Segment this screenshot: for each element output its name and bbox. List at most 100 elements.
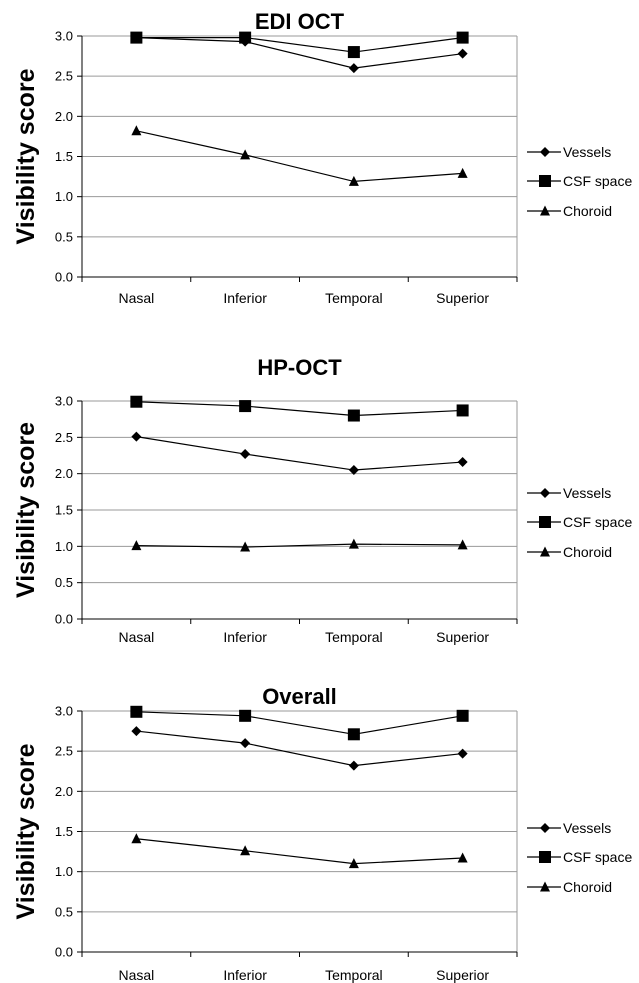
series-line (136, 436, 463, 471)
series-line (136, 37, 463, 53)
legend-marker (540, 823, 550, 833)
y-tick-label: 1.5 (55, 149, 73, 164)
series-line (136, 130, 463, 183)
data-point (348, 858, 359, 869)
y-axis-label: Visibility score (12, 743, 40, 919)
data-point (347, 46, 360, 59)
data-point (457, 167, 468, 178)
category-label: Nasal (118, 967, 154, 983)
legend-marker (539, 516, 551, 528)
legend-marker (539, 175, 551, 187)
y-tick-label: 0.0 (55, 612, 73, 627)
data-point (457, 48, 468, 59)
series-csf-space (130, 705, 469, 741)
data-point (130, 705, 143, 718)
series-line (136, 37, 463, 69)
legend-label: Vessels (563, 485, 611, 501)
legend-marker (540, 147, 550, 157)
data-point (240, 845, 251, 856)
series-choroid (131, 538, 468, 552)
series-csf-space (130, 31, 469, 59)
data-point (457, 852, 468, 863)
data-point (131, 726, 142, 737)
data-point (348, 465, 359, 476)
data-point (130, 31, 143, 44)
legend-label: Vessels (563, 820, 611, 836)
y-tick-label: 2.5 (55, 744, 73, 759)
category-label: Superior (436, 967, 489, 983)
legend-label: CSF space (563, 173, 632, 189)
series-vessels (131, 431, 468, 476)
data-point (457, 539, 468, 550)
data-point (348, 538, 359, 549)
y-tick-label: 3.0 (55, 29, 73, 44)
series-csf-space (130, 395, 469, 422)
legend-label: CSF space (563, 514, 632, 530)
chart-title: EDI OCT (255, 9, 345, 34)
series-choroid (131, 833, 468, 869)
y-tick-label: 0.5 (55, 229, 73, 244)
data-point (239, 709, 252, 722)
y-axis-label: Visibility score (12, 422, 40, 598)
data-point (347, 728, 360, 741)
category-label: Superior (436, 290, 489, 306)
y-tick-label: 2.0 (55, 466, 73, 481)
legend-marker (539, 851, 551, 863)
series-line (136, 730, 463, 767)
series-vessels (131, 32, 468, 74)
data-point (239, 31, 252, 44)
y-tick-label: 0.5 (55, 575, 73, 590)
data-point (456, 404, 469, 417)
data-point (240, 449, 251, 460)
y-tick-label: 1.5 (55, 503, 73, 518)
legend-marker (540, 881, 550, 892)
data-point (131, 833, 142, 844)
data-point (131, 125, 142, 136)
series-line (136, 401, 463, 417)
series-line (136, 838, 463, 865)
chart-title: Overall (262, 684, 337, 709)
y-axis-label: Visibility score (12, 68, 40, 244)
chart-panel-2: HP-OCT Visibility score 0.0 0.5 1.0 1.5 2.0 2.5… (12, 355, 632, 645)
chart-panel-1: EDI OCT Visibility score 0.0 0.5 1.0 1.5 2.0 2.… (12, 9, 632, 306)
series-line (136, 543, 463, 548)
category-label: Nasal (118, 629, 154, 645)
legend-marker (540, 205, 550, 216)
legend-label: Vessels (563, 144, 611, 160)
legend-label: Choroid (563, 544, 612, 560)
category-label: Superior (436, 629, 489, 645)
data-point (240, 149, 251, 160)
data-point (457, 748, 468, 759)
data-point (457, 457, 468, 468)
series-line (136, 711, 463, 735)
chart-title: HP-OCT (257, 355, 342, 380)
legend-label: Choroid (563, 203, 612, 219)
legend-label: CSF space (563, 849, 632, 865)
y-tick-label: 1.0 (55, 189, 73, 204)
data-point (347, 409, 360, 422)
category-label: Nasal (118, 290, 154, 306)
y-tick-label: 0.0 (55, 270, 73, 285)
data-point (240, 541, 251, 552)
legend-marker (540, 488, 550, 498)
category-label: Temporal (325, 629, 383, 645)
legend-marker (540, 546, 550, 557)
y-tick-label: 1.0 (55, 539, 73, 554)
data-point (348, 175, 359, 186)
y-tick-label: 0.5 (55, 904, 73, 919)
y-tick-label: 3.0 (55, 704, 73, 719)
category-label: Temporal (325, 967, 383, 983)
chart-panel-3: Overall Visibility score 0.0 0.5 1.0 1.5 2.0 2.… (12, 684, 632, 983)
data-point (348, 760, 359, 771)
y-tick-label: 3.0 (55, 394, 73, 409)
data-point (348, 63, 359, 74)
data-point (456, 709, 469, 722)
data-point (131, 431, 142, 442)
category-label: Inferior (223, 290, 267, 306)
y-tick-label: 1.0 (55, 864, 73, 879)
data-point (130, 395, 143, 408)
y-tick-label: 2.0 (55, 109, 73, 124)
legend-label: Choroid (563, 879, 612, 895)
data-point (240, 738, 251, 749)
